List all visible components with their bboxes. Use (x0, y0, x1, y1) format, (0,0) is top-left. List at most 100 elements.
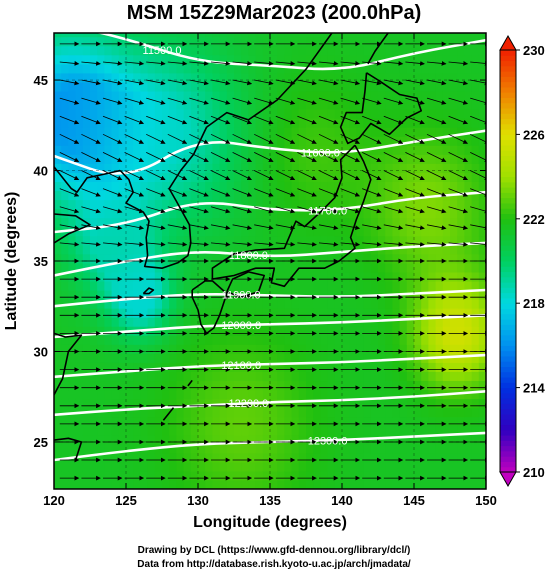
heat-cell (61, 172, 69, 182)
wind-arrow (297, 170, 317, 181)
heat-cell (378, 109, 386, 119)
wind-arrow (59, 97, 80, 105)
wind-arrow (81, 188, 101, 197)
heat-cell (356, 235, 365, 246)
heat-cell (450, 443, 458, 454)
heat-cell (277, 45, 285, 56)
heat-cell (349, 172, 357, 182)
colorbar-segment (500, 271, 516, 278)
y-axis-label: Latitude (degrees) (3, 192, 20, 331)
heat-cell (111, 308, 120, 318)
heat-cell (442, 479, 451, 489)
wind-arrow (383, 61, 404, 66)
heat-cell (392, 253, 401, 264)
heat-cell (306, 145, 314, 155)
heat-cell (198, 181, 206, 192)
heat-cell (349, 362, 357, 372)
colorbar-segment (500, 60, 516, 67)
heat-cell (198, 280, 206, 291)
heat-cell (75, 163, 84, 173)
heat-cell (118, 317, 127, 327)
heat-cell (248, 452, 257, 463)
heat-cell (162, 235, 170, 246)
heat-cell (198, 163, 206, 173)
heat-cell (277, 344, 285, 354)
wind-arrow (405, 170, 425, 181)
heat-cell (162, 90, 170, 101)
heat-cell (435, 244, 444, 255)
heat-cell (133, 362, 141, 372)
heat-cell (54, 479, 62, 489)
heat-cell (104, 145, 113, 155)
heat-cell (147, 271, 156, 282)
heat-cell (212, 398, 221, 409)
heat-cell (82, 118, 91, 128)
heat-cell (327, 479, 336, 489)
heat-cell (399, 63, 408, 74)
heat-cell (61, 190, 69, 201)
heat-cell (363, 54, 372, 65)
heat-cell (140, 470, 149, 481)
heat-cell (61, 389, 69, 400)
heat-cell (176, 461, 185, 472)
heat-cell (162, 244, 170, 255)
heat-cell (464, 99, 473, 110)
heat-cell (435, 479, 444, 489)
heat-cell (82, 416, 91, 427)
wind-arrow (297, 241, 317, 247)
heat-cell (370, 461, 379, 472)
heat-cell (126, 434, 134, 445)
heat-cell (478, 280, 486, 291)
heat-cell (154, 317, 163, 327)
heat-cell (421, 54, 429, 65)
heat-cell (190, 163, 199, 173)
heat-cell (198, 244, 206, 255)
heat-cell (284, 36, 293, 47)
heat-cell (126, 181, 134, 192)
heat-cell (82, 90, 91, 101)
heat-cell (169, 326, 177, 336)
heat-cell (133, 443, 141, 454)
heat-cell (68, 33, 77, 38)
heat-cell (313, 479, 321, 489)
heat-cell (277, 127, 285, 137)
heat-cell (90, 244, 98, 255)
heat-cell (147, 127, 156, 137)
heat-cell (370, 344, 379, 354)
heat-cell (270, 235, 278, 246)
heat-cell (154, 217, 163, 228)
heat-cell (212, 425, 221, 436)
heat-cell (111, 199, 120, 210)
heat-cell (414, 326, 422, 336)
heat-cell (450, 81, 458, 92)
heat-cell (68, 326, 77, 336)
heat-cell (248, 226, 257, 237)
heat-cell (291, 154, 300, 164)
heat-cell (320, 253, 329, 264)
heat-cell (370, 33, 379, 38)
heat-cell (298, 461, 307, 472)
heat-cell (190, 398, 199, 409)
heat-cell (241, 145, 249, 155)
heat-cell (291, 81, 300, 92)
y-tick-label: 35 (34, 254, 48, 269)
heat-cell (82, 425, 91, 436)
heat-cell (270, 45, 278, 56)
heat-cell (442, 308, 451, 318)
heat-cell (68, 425, 77, 436)
heat-cell (277, 262, 285, 273)
heat-cell (313, 289, 321, 300)
heat-cell (464, 190, 473, 201)
heat-cell (190, 145, 199, 155)
heat-cell (284, 271, 293, 282)
heat-cell (356, 452, 365, 463)
heat-cell (190, 416, 199, 427)
heat-cell (428, 235, 437, 246)
heat-cell (133, 45, 141, 56)
heat-cell (342, 253, 350, 264)
heat-cell (54, 389, 62, 400)
heat-cell (435, 443, 444, 454)
heat-cell (392, 163, 401, 173)
wind-arrow (426, 224, 447, 231)
heat-cell (399, 136, 408, 146)
